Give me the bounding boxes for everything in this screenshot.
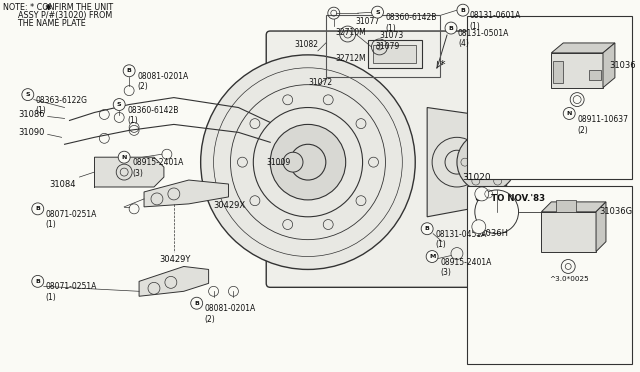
Circle shape — [32, 275, 44, 287]
Bar — [367, 40, 422, 68]
Circle shape — [123, 65, 135, 77]
Bar — [554, 61, 563, 83]
Text: 31082: 31082 — [294, 41, 318, 49]
Text: S: S — [26, 92, 30, 97]
Text: 08360-6142B
(1): 08360-6142B (1) — [385, 13, 437, 33]
FancyBboxPatch shape — [266, 31, 502, 287]
Text: 31090: 31090 — [18, 128, 44, 137]
Circle shape — [201, 55, 415, 269]
Polygon shape — [603, 43, 615, 88]
Circle shape — [561, 260, 575, 273]
Polygon shape — [551, 43, 615, 53]
Circle shape — [457, 132, 516, 192]
Text: 08915-2401A
(3): 08915-2401A (3) — [440, 257, 492, 277]
Bar — [551, 53, 603, 88]
Circle shape — [445, 22, 457, 34]
Text: 31086: 31086 — [18, 110, 45, 119]
Text: 30429X: 30429X — [214, 201, 246, 211]
Circle shape — [283, 152, 303, 172]
Circle shape — [191, 297, 203, 309]
Text: M: M — [429, 254, 435, 259]
Circle shape — [570, 93, 584, 106]
Circle shape — [372, 6, 383, 18]
Text: NOTE: * CONFIRM THE UNIT: NOTE: * CONFIRM THE UNIT — [3, 3, 113, 12]
Text: 32710M: 32710M — [336, 28, 367, 36]
Text: 31072: 31072 — [308, 78, 332, 87]
Text: UP TO NOV.'83: UP TO NOV.'83 — [475, 194, 545, 203]
Circle shape — [113, 99, 125, 110]
Circle shape — [475, 187, 489, 201]
Polygon shape — [144, 180, 228, 207]
Polygon shape — [541, 202, 606, 212]
Text: S: S — [375, 10, 380, 15]
Text: ^3.0*0025: ^3.0*0025 — [549, 276, 589, 282]
Text: B: B — [195, 301, 199, 306]
Bar — [541, 212, 596, 251]
Bar — [556, 200, 576, 212]
Circle shape — [270, 124, 346, 200]
Circle shape — [426, 251, 438, 263]
Text: 08360-6142B
(1): 08360-6142B (1) — [127, 106, 179, 125]
Circle shape — [22, 89, 34, 100]
Text: B: B — [460, 8, 465, 13]
Polygon shape — [139, 266, 209, 296]
Polygon shape — [596, 202, 606, 251]
Text: 31036G: 31036G — [599, 207, 632, 217]
Text: 31073: 31073 — [380, 31, 404, 39]
Text: 08911-10637
(2): 08911-10637 (2) — [577, 115, 628, 135]
Text: 08363-6122G
(1): 08363-6122G (1) — [36, 96, 88, 115]
Text: *: * — [440, 60, 445, 70]
Polygon shape — [94, 157, 164, 187]
Text: B: B — [127, 68, 132, 73]
Text: 31009: 31009 — [266, 158, 291, 167]
Bar — [467, 16, 632, 179]
Bar — [372, 45, 416, 63]
Circle shape — [457, 4, 469, 16]
Circle shape — [472, 220, 486, 234]
Text: 31036H: 31036H — [475, 229, 508, 238]
Text: B: B — [35, 206, 40, 211]
Text: N: N — [566, 111, 572, 116]
Polygon shape — [427, 108, 507, 217]
Circle shape — [421, 223, 433, 235]
Circle shape — [32, 203, 44, 215]
Text: 32712M: 32712M — [336, 54, 366, 63]
Bar — [326, 15, 440, 77]
Text: 08081-0201A
(2): 08081-0201A (2) — [205, 304, 256, 324]
Text: 08071-0251A
(1): 08071-0251A (1) — [45, 282, 97, 302]
Text: N: N — [122, 155, 127, 160]
Text: ✱: ✱ — [44, 3, 51, 12]
Text: 08131-0601A
(1): 08131-0601A (1) — [470, 11, 521, 31]
Text: 31036: 31036 — [609, 61, 636, 70]
Text: B: B — [425, 226, 429, 231]
Bar — [589, 70, 601, 80]
Text: THE NAME PLATE: THE NAME PLATE — [3, 19, 86, 28]
Text: B: B — [35, 279, 40, 284]
Text: 31084: 31084 — [50, 180, 76, 189]
Circle shape — [118, 151, 130, 163]
Text: 08131-0451A
(1): 08131-0451A (1) — [435, 230, 486, 249]
Text: 30429Y: 30429Y — [159, 255, 190, 264]
Text: 31077: 31077 — [356, 17, 380, 26]
Bar — [467, 186, 632, 364]
Text: 08081-0201A
(2): 08081-0201A (2) — [137, 72, 188, 91]
Text: 31079: 31079 — [376, 42, 400, 51]
Text: S: S — [117, 102, 122, 107]
Text: 08071-0251A
(1): 08071-0251A (1) — [45, 210, 97, 229]
Text: 08131-0501A
(4): 08131-0501A (4) — [458, 29, 509, 48]
Text: 31020: 31020 — [462, 173, 490, 182]
Text: B: B — [449, 26, 453, 31]
Circle shape — [563, 108, 575, 119]
Text: 08915-2401A
(3): 08915-2401A (3) — [132, 158, 184, 177]
Text: ASSY P/#(31020) FROM: ASSY P/#(31020) FROM — [3, 11, 112, 20]
